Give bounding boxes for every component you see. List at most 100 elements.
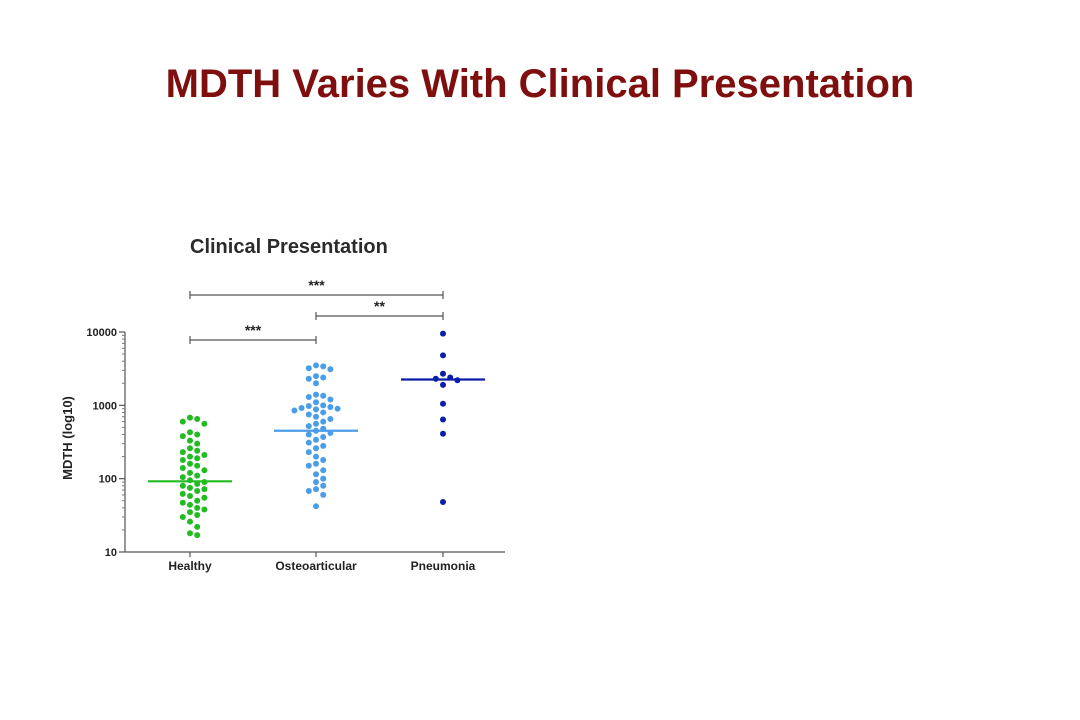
data-point [187,453,193,460]
data-point [187,445,193,452]
data-point [313,460,319,467]
y-axis-label: MDTH (log10) [60,396,75,480]
data-point [313,436,319,443]
data-point [305,423,312,430]
data-point [194,504,201,511]
data-point [327,403,334,410]
data-point [313,471,319,478]
chart: Clinical Presentation 10 100 1000 10000 Heal… [60,236,505,573]
data-point [201,494,208,501]
data-point [179,499,186,506]
data-point [305,449,312,456]
data-point [179,490,186,497]
data-point [179,514,186,521]
y-tick-label: 1000 [93,400,117,412]
data-point [320,491,327,498]
data-point [327,396,334,403]
data-point [320,456,327,463]
data-point [305,375,312,382]
significance-label: *** [308,277,325,293]
data-point [201,452,208,459]
y-tick-label: 10 [105,547,117,559]
data-point [320,363,327,370]
data-point [313,380,319,387]
data-point [194,487,201,494]
data-point [313,479,319,486]
data-point [440,352,446,359]
data-point [187,469,193,476]
data-point [440,370,446,377]
data-point [179,474,186,481]
data-point [187,509,193,516]
data-point [179,433,186,440]
data-point [305,487,312,494]
data-point [201,486,208,493]
data-point [327,416,334,423]
data-point [313,399,319,406]
data-point [201,467,208,474]
data-point [313,420,319,427]
data-point [187,493,193,500]
data-point [305,411,312,418]
data-point [313,486,319,493]
y-tick-label: 10000 [86,327,117,339]
data-point [313,445,319,452]
data-point [440,430,446,437]
data-point [320,482,327,489]
data-point [320,467,327,474]
data-point [179,456,186,463]
data-point [440,499,446,506]
significance-brackets: ******** [189,277,444,344]
data-point [305,439,312,446]
data-point [201,420,208,427]
data-point [194,416,201,423]
data-point [320,475,327,482]
data-point [187,414,193,421]
data-point [313,453,319,460]
data-point [313,503,319,510]
data-point [320,433,327,440]
x-category-label: Pneumonia [411,559,476,573]
data-point [298,404,305,411]
data-point [440,400,446,407]
data-point [320,392,327,399]
chart-title: Clinical Presentation [190,236,388,258]
significance-label: *** [245,322,262,338]
slide-title: MDTH Varies With Clinical Presentation [165,62,915,106]
data-point [313,362,319,369]
y-tick-label: 100 [99,474,117,486]
data-point [187,501,193,508]
axes: 10 100 1000 10000 Healthy Osteoarticular Pneum… [86,327,505,573]
data-point [313,373,319,380]
data-point [305,365,312,372]
x-category-label: Healthy [168,559,212,573]
data-point [305,402,312,409]
data-point [194,455,201,462]
data-point [320,402,327,409]
data-point [291,407,298,414]
data-points [179,330,461,539]
data-point [194,447,201,454]
data-point [194,523,201,530]
data-point [313,391,319,398]
data-point [194,431,201,438]
data-point [187,518,193,525]
x-category-label: Osteoarticular [275,559,357,573]
data-point [320,374,327,381]
data-point [305,462,312,469]
data-point [305,393,312,400]
data-point [334,405,341,412]
data-point [194,532,201,539]
data-point [440,381,446,388]
data-point [320,418,327,425]
median-lines [148,378,485,483]
data-point [187,429,193,436]
data-point [440,416,446,423]
data-point [194,497,201,504]
data-point [320,442,327,449]
data-point [187,437,193,444]
data-point [313,413,319,420]
data-point [187,484,193,491]
data-point [187,460,193,467]
data-point [320,409,327,416]
